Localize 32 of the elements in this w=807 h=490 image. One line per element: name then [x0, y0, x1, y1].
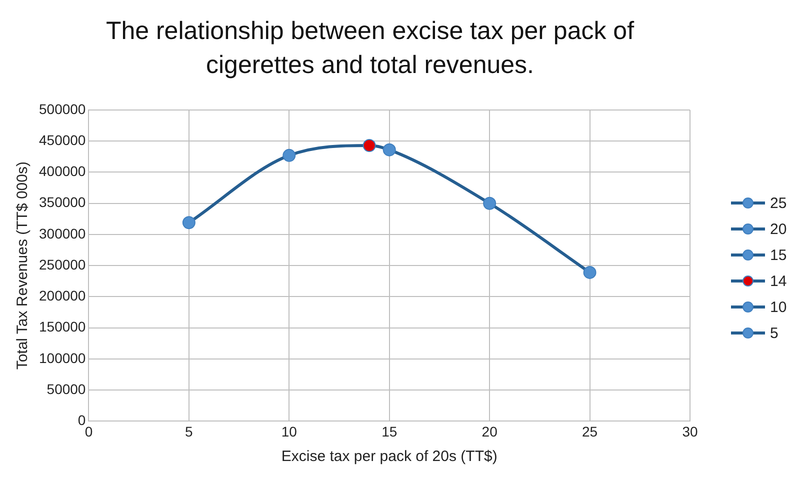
legend-label: 14 [770, 272, 787, 290]
legend-label: 20 [770, 220, 787, 238]
y-tick-label: 450000 [39, 132, 86, 148]
x-tick-label: 25 [582, 423, 598, 440]
x-axis-title: Excise tax per pack of 20s (TT$) [281, 448, 498, 466]
chart-title: The relationship between excise tax per pack of cigerettes and total revenues. [104, 16, 636, 81]
legend-label: 5 [770, 324, 778, 342]
y-tick-label: 300000 [39, 225, 86, 242]
point [182, 216, 196, 230]
x-tick-label: 10 [281, 423, 298, 440]
point [483, 196, 496, 210]
x-tick-label: 15 [382, 423, 398, 440]
y-tick-label: 150000 [39, 318, 86, 335]
x-tick-label: 5 [185, 423, 194, 440]
legend-label: 15 [770, 246, 787, 264]
y-tick-label: 400000 [39, 163, 86, 180]
legend-label: 25 [770, 194, 787, 212]
point [382, 143, 396, 156]
legend-label: 10 [770, 298, 787, 316]
x-tick-label: 20 [482, 423, 498, 440]
point [362, 138, 376, 152]
y-tick-label: 50000 [46, 380, 86, 397]
y-tick-label: 350000 [39, 194, 86, 210]
y-axis-title: Total Tax Revenues (TT$ 000s) [14, 162, 32, 370]
point [583, 266, 596, 279]
y-tick-label: 500000 [39, 100, 86, 117]
y-tick-label: 200000 [39, 288, 86, 304]
y-tick-label: 0 [78, 412, 86, 428]
y-tick-label: 100000 [39, 350, 86, 366]
point [282, 148, 296, 162]
x-tick-label: 30 [682, 423, 698, 440]
y-tick-label: 250000 [39, 256, 86, 272]
